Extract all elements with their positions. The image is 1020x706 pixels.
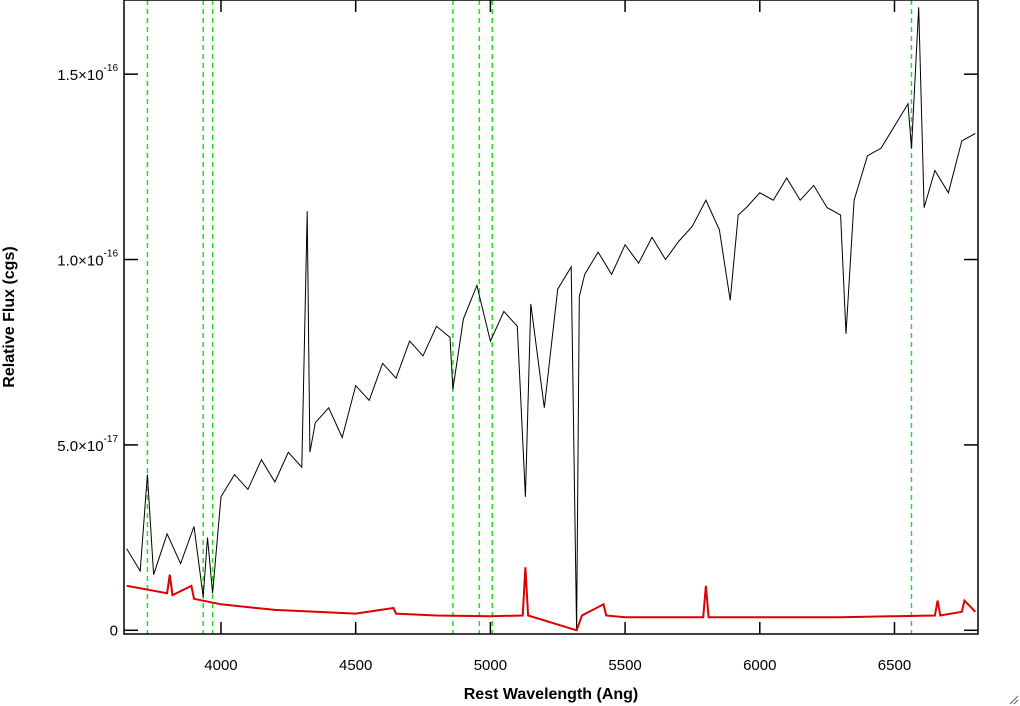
x-tick-label: 4500: [339, 657, 372, 674]
y-tick-label: 0: [110, 622, 118, 639]
y-axis-label: Relative Flux (cgs): [1, 246, 18, 387]
tick-mantissa: 1.0×10: [57, 253, 103, 270]
y-tick-label: 1.0×10-16: [57, 249, 118, 270]
y-tick-label: 1.5×10-16: [57, 63, 118, 84]
tick-exponent: -17: [104, 434, 119, 445]
x-tick-label: 6500: [878, 657, 911, 674]
tick-mantissa: 5.0×10: [57, 438, 103, 455]
tick-mantissa: 1.5×10: [57, 67, 103, 84]
x-axis-label: Rest Wavelength (Ang): [464, 686, 639, 703]
tick-exponent: -16: [104, 249, 119, 260]
plot-frame: [123, 0, 979, 635]
x-tick-label: 6000: [743, 657, 776, 674]
y-tick-label: 5.0×10-17: [57, 434, 118, 455]
x-tick-label: 4000: [204, 657, 237, 674]
tick-exponent: -16: [104, 63, 119, 74]
spectrum-line: [126, 7, 976, 631]
resize-grip: [1009, 695, 1019, 705]
spectrum-line: [126, 567, 977, 632]
x-tick-label: 5500: [608, 657, 641, 674]
x-tick-label: 5000: [474, 657, 507, 674]
